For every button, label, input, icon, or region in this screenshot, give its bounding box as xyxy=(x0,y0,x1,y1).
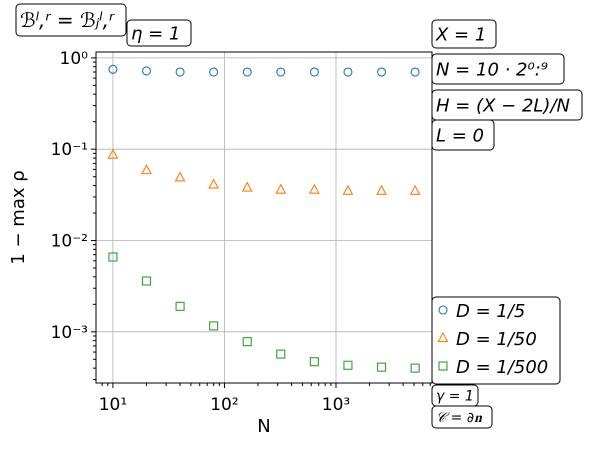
data-point xyxy=(141,163,152,175)
data-point xyxy=(175,301,185,311)
data-point xyxy=(309,357,319,367)
data-point xyxy=(209,321,219,331)
data-point xyxy=(241,181,253,192)
data-point xyxy=(343,67,353,77)
annotation-box xyxy=(126,19,192,47)
annotation: η = 1 xyxy=(131,23,180,44)
annotation-box xyxy=(15,3,127,37)
data-point xyxy=(376,184,387,195)
legend-label: D = 1/500 xyxy=(456,357,548,378)
data-point xyxy=(376,362,387,372)
data-point xyxy=(409,184,421,195)
data-point xyxy=(174,171,186,182)
x-tick-label: 10³ xyxy=(322,395,350,415)
y-tick-label: 10⁻³ xyxy=(51,323,88,343)
data-point xyxy=(108,64,118,74)
data-point xyxy=(410,363,420,373)
annotation: L = 0 xyxy=(436,125,484,146)
data-point xyxy=(376,67,387,77)
annotation: γ = 1 xyxy=(436,389,474,405)
legend-box xyxy=(431,296,561,385)
legend-marker xyxy=(438,361,448,371)
data-point xyxy=(410,67,420,77)
data-point xyxy=(308,183,320,194)
y-axis-label: 1 − max ρ xyxy=(8,170,29,264)
annotation-box xyxy=(431,405,493,429)
data-point xyxy=(242,337,252,347)
data-point xyxy=(108,252,118,262)
annotation-box xyxy=(431,89,583,121)
y-tick-label: 10⁰ xyxy=(60,49,89,69)
data-point xyxy=(309,67,319,77)
data-point xyxy=(343,360,353,370)
annotation: N = 10 · 2⁰:⁹ xyxy=(436,59,548,80)
annotation: X = 1 xyxy=(435,24,486,45)
data-point xyxy=(141,276,152,286)
data-point xyxy=(175,67,185,77)
y-tick-label: 10⁻² xyxy=(51,231,88,251)
legend-marker xyxy=(437,331,449,343)
legend-label: D = 1/50 xyxy=(456,329,537,350)
data-point xyxy=(275,183,287,194)
data-point xyxy=(242,67,252,77)
annotation: 𝒞 = ∂𝐧 xyxy=(436,410,483,426)
annotation: H = (X − 2L)/N xyxy=(436,95,570,116)
legend-label: D = 1/5 xyxy=(456,301,525,322)
data-point xyxy=(107,148,119,159)
x-tick-label: 10² xyxy=(210,395,238,415)
annotation-box xyxy=(431,19,497,49)
data-point xyxy=(276,349,286,359)
y-tick-label: 10⁻¹ xyxy=(51,140,88,160)
data-point xyxy=(208,178,220,189)
data-point xyxy=(209,67,219,77)
x-axis-label: N xyxy=(257,416,270,437)
annotation-box xyxy=(431,53,565,85)
annotation-box xyxy=(431,119,495,151)
data-point xyxy=(342,184,354,195)
legend-marker xyxy=(438,305,448,315)
data-point xyxy=(141,66,152,76)
plot-frame xyxy=(95,51,433,384)
x-tick-label: 10¹ xyxy=(99,395,127,415)
annotation: ℬˡ,ʳ = ℬⱼˡ,ʳ xyxy=(20,8,115,32)
data-point xyxy=(276,67,286,77)
